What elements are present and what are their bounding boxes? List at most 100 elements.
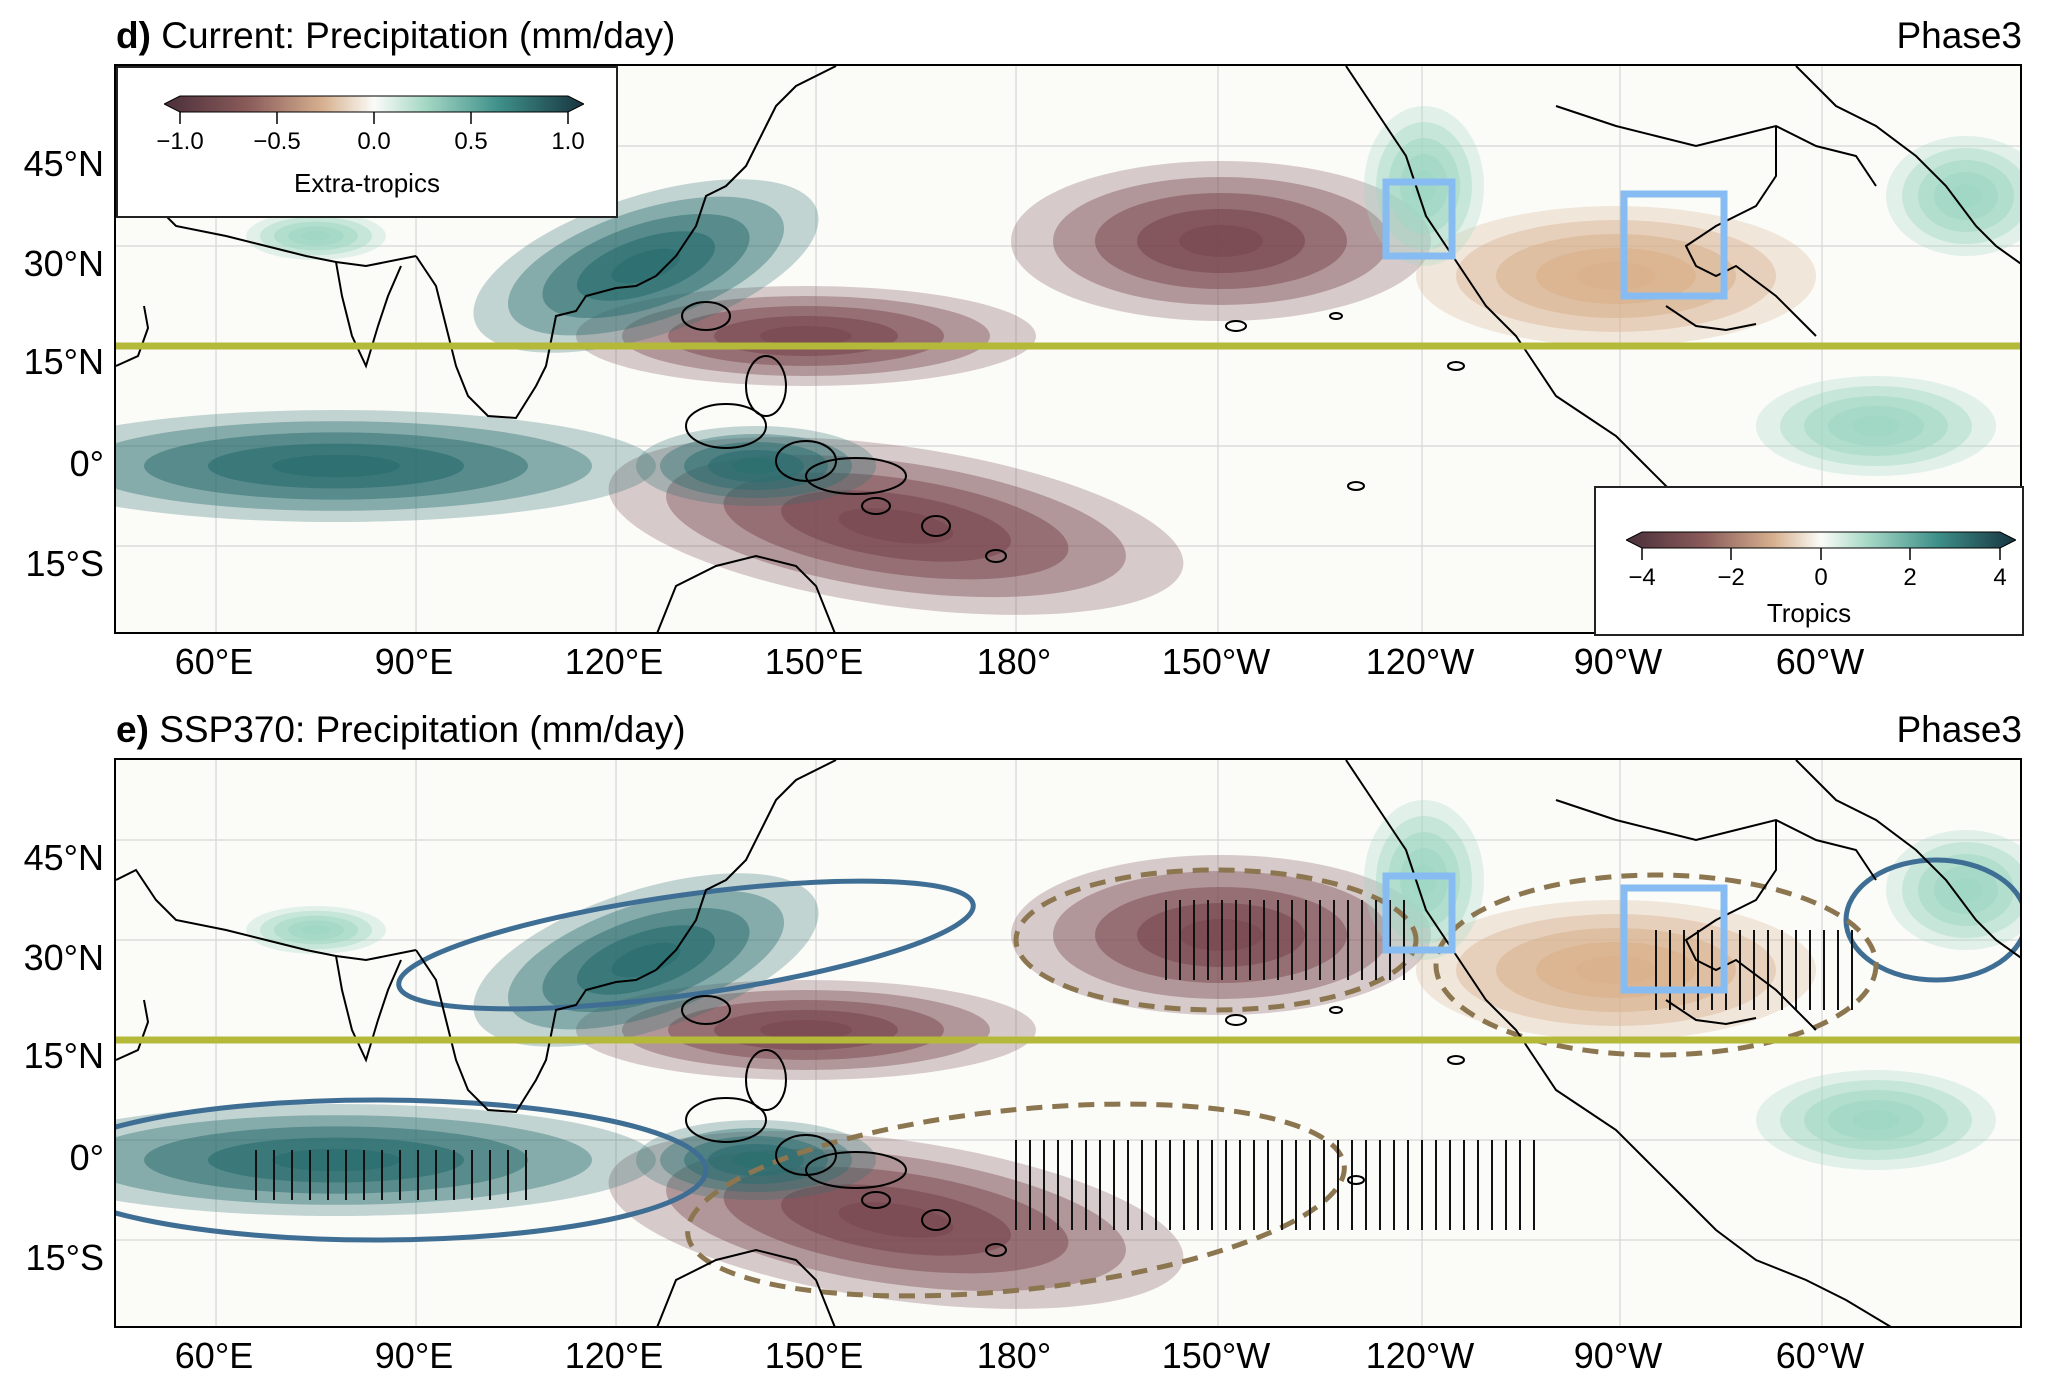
negative-contour xyxy=(685,1101,1347,1299)
coastline xyxy=(1665,305,1757,332)
lon-label: 150°E xyxy=(764,1335,864,1376)
island-outline xyxy=(1347,1175,1365,1185)
lon-label: 120°W xyxy=(1365,641,1475,682)
island-outline xyxy=(861,1191,891,1209)
colorbar-tropics: −4 −2 0 2 4 Tropics xyxy=(1594,486,2024,636)
colorbar-tick: −2 xyxy=(1717,564,1745,591)
lon-label: 180° xyxy=(976,641,1052,682)
island-outline xyxy=(1447,361,1465,371)
lat-label: 15°N xyxy=(23,1035,104,1076)
island-outline xyxy=(745,355,787,417)
coastline xyxy=(1684,820,1817,1031)
wet-anomaly xyxy=(611,248,681,284)
coastlines xyxy=(116,760,2020,1326)
map-canvas xyxy=(116,66,2020,632)
panel-letter: e) xyxy=(116,709,149,750)
lat-label: 45°N xyxy=(23,143,104,184)
positive-contour xyxy=(396,878,976,1012)
island-outline xyxy=(1329,312,1343,320)
panel-title: e) SSP370: Precipitation (mm/day) xyxy=(116,708,686,752)
island-outline xyxy=(685,403,767,449)
island-outline xyxy=(1329,1006,1343,1014)
island-outline xyxy=(861,497,891,515)
lat-label: 15°S xyxy=(25,543,104,584)
coastline xyxy=(415,255,657,420)
island-outline xyxy=(985,1243,1007,1257)
positive-contour xyxy=(1843,857,2020,983)
panel-title-text: Current: Precipitation (mm/day) xyxy=(161,15,676,56)
dry-anomaly xyxy=(838,1202,954,1238)
lon-label: 180° xyxy=(976,1335,1052,1376)
lat-label: 30°N xyxy=(23,937,104,978)
region-boxes xyxy=(1382,872,1728,994)
lon-label: 120°E xyxy=(564,641,664,682)
island-outline xyxy=(681,995,731,1025)
coastline xyxy=(656,1248,836,1326)
coastline xyxy=(1555,105,1877,187)
coastline xyxy=(335,955,402,1063)
map-current xyxy=(114,64,2022,634)
colorbar-tick: −0.5 xyxy=(253,128,301,155)
wet-anomaly xyxy=(1950,184,1982,208)
colorbar-tick: 0.5 xyxy=(454,128,488,155)
lon-label: 150°E xyxy=(764,641,864,682)
dry-anomaly xyxy=(1576,262,1656,290)
map-canvas xyxy=(116,760,2020,1326)
wet-anomaly xyxy=(611,942,681,978)
island-outline xyxy=(921,515,951,537)
dry-anomaly xyxy=(1179,225,1263,257)
lon-label: 90°E xyxy=(374,641,454,682)
coastline xyxy=(116,305,150,367)
coastline xyxy=(1665,999,1757,1026)
region-box-east xyxy=(1620,884,1728,994)
lat-label: 15°N xyxy=(23,341,104,382)
panel-letter: d) xyxy=(116,15,151,56)
panel-current: d) Current: Precipitation (mm/day) Phase… xyxy=(23,14,2024,682)
island-outline xyxy=(805,457,907,495)
island-outline xyxy=(1447,1055,1465,1065)
lon-label: 90°W xyxy=(1573,641,1663,682)
coastline xyxy=(1684,126,1817,337)
coastline xyxy=(655,66,837,277)
island-outline xyxy=(985,549,1007,563)
dry-anomaly xyxy=(838,508,954,544)
island-outline xyxy=(921,1209,951,1231)
region-box-west xyxy=(1382,872,1456,954)
lon-label: 60°W xyxy=(1775,1335,1865,1376)
significance-contours xyxy=(116,857,2020,1299)
positive-contour xyxy=(116,1097,709,1243)
island-outline xyxy=(775,1134,837,1176)
wet-anomaly xyxy=(272,454,400,478)
region-boxes xyxy=(1382,178,1728,300)
coastline xyxy=(116,868,417,962)
lat-label: 0° xyxy=(69,443,104,484)
wet-anomaly xyxy=(732,458,780,474)
lon-label: 150°W xyxy=(1161,1335,1271,1376)
lat-label: 15°S xyxy=(25,1237,104,1278)
colorbar-tick: 1.0 xyxy=(551,128,585,155)
colorbar-tick: 2 xyxy=(1903,564,1917,591)
colorbar-label: Extra-tropics xyxy=(294,168,440,198)
coastline xyxy=(1795,66,2020,265)
wet-anomaly xyxy=(272,1148,400,1172)
region-box-east xyxy=(1620,190,1728,300)
colorbar-tick: −4 xyxy=(1628,564,1656,591)
island-outline xyxy=(681,301,731,331)
island-outline xyxy=(775,440,837,482)
coastline xyxy=(656,554,836,632)
wet-anomaly xyxy=(1852,416,1900,436)
colorbar-label: Tropics xyxy=(1766,598,1852,628)
coastline xyxy=(655,760,837,971)
lon-label: 90°W xyxy=(1573,1335,1663,1376)
panel-title: d) Current: Precipitation (mm/day) xyxy=(116,14,675,58)
coastline xyxy=(335,261,402,369)
colorbar-tick: 0.0 xyxy=(357,128,391,155)
lon-label: 120°E xyxy=(564,1335,664,1376)
panel-title-text: SSP370: Precipitation (mm/day) xyxy=(159,709,686,750)
wet-anomaly xyxy=(1852,1110,1900,1130)
island-outline xyxy=(745,1049,787,1111)
island-outline xyxy=(805,1151,907,1189)
lat-label: 45°N xyxy=(23,837,104,878)
lon-label: 150°W xyxy=(1161,641,1271,682)
lon-label: 60°W xyxy=(1775,641,1865,682)
